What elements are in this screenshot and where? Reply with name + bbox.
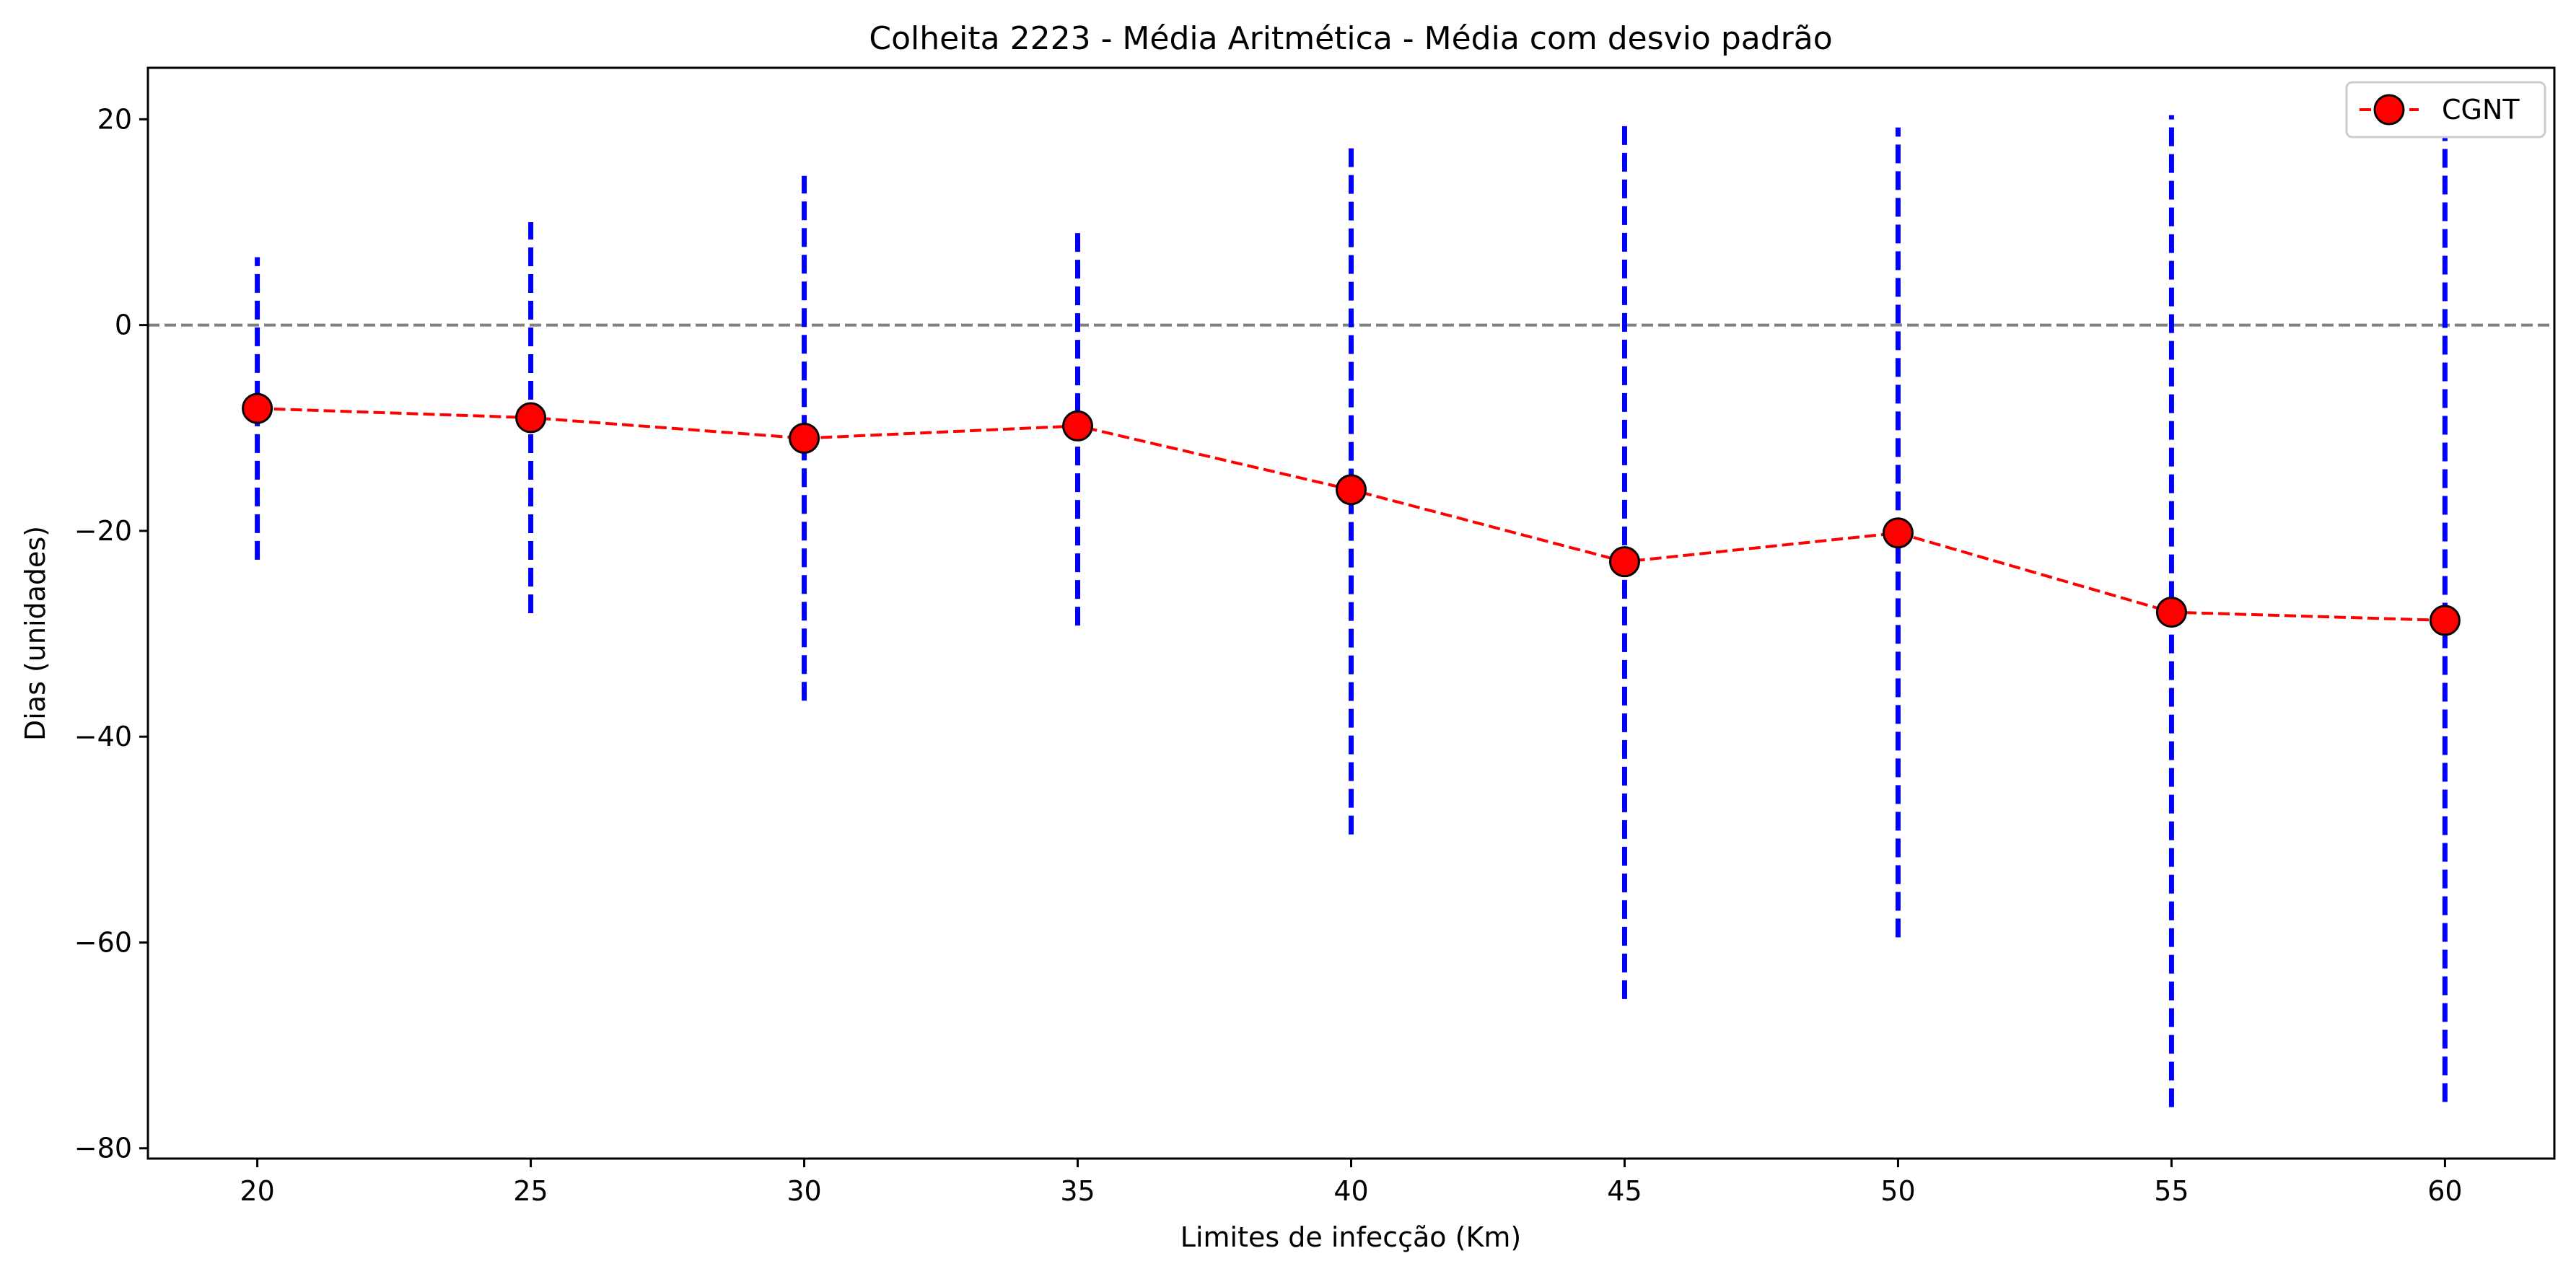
- x-tick-label: 45: [1607, 1175, 1642, 1207]
- x-tick-label: 50: [1880, 1175, 1915, 1207]
- y-tick-label: −20: [74, 515, 132, 547]
- y-tick-label: −80: [74, 1133, 132, 1164]
- x-tick-label: 25: [513, 1175, 548, 1207]
- legend-label: CGNT: [2442, 94, 2520, 126]
- data-point-45: [1608, 546, 1640, 578]
- x-axis-label: Limites de infecção (Km): [1180, 1221, 1521, 1253]
- data-point-50: [1882, 517, 1914, 549]
- legend-marker-swatch: [2373, 94, 2405, 126]
- data-point-40: [1336, 474, 1367, 506]
- y-tick-label: 20: [97, 103, 132, 135]
- x-tick-label: 35: [1060, 1175, 1095, 1207]
- x-tick-label: 55: [2154, 1175, 2189, 1207]
- x-tick-label: 30: [787, 1175, 821, 1207]
- x-tick-label: 60: [2427, 1175, 2462, 1207]
- data-point-30: [789, 423, 820, 454]
- legend: CGNT: [2345, 81, 2546, 139]
- x-tick-label: 20: [240, 1175, 274, 1207]
- data-point-25: [515, 402, 547, 434]
- x-tick-label: 40: [1333, 1175, 1368, 1207]
- data-point-60: [2429, 605, 2461, 636]
- data-point-55: [2155, 597, 2187, 628]
- y-tick-label: −60: [74, 926, 132, 958]
- y-tick-label: 0: [115, 309, 132, 341]
- chart-title: Colheita 2223 - Média Aritmética - Média…: [869, 20, 1832, 57]
- data-point-35: [1062, 410, 1094, 441]
- plot-area: 20 25 30 35 40 45 50 55 60 20 0 −20 −40 −60 −80: [74, 66, 2556, 1207]
- data-point-20: [242, 392, 273, 424]
- y-tick-label: −40: [74, 721, 132, 752]
- y-axis-label: Dias (unidades): [19, 526, 51, 741]
